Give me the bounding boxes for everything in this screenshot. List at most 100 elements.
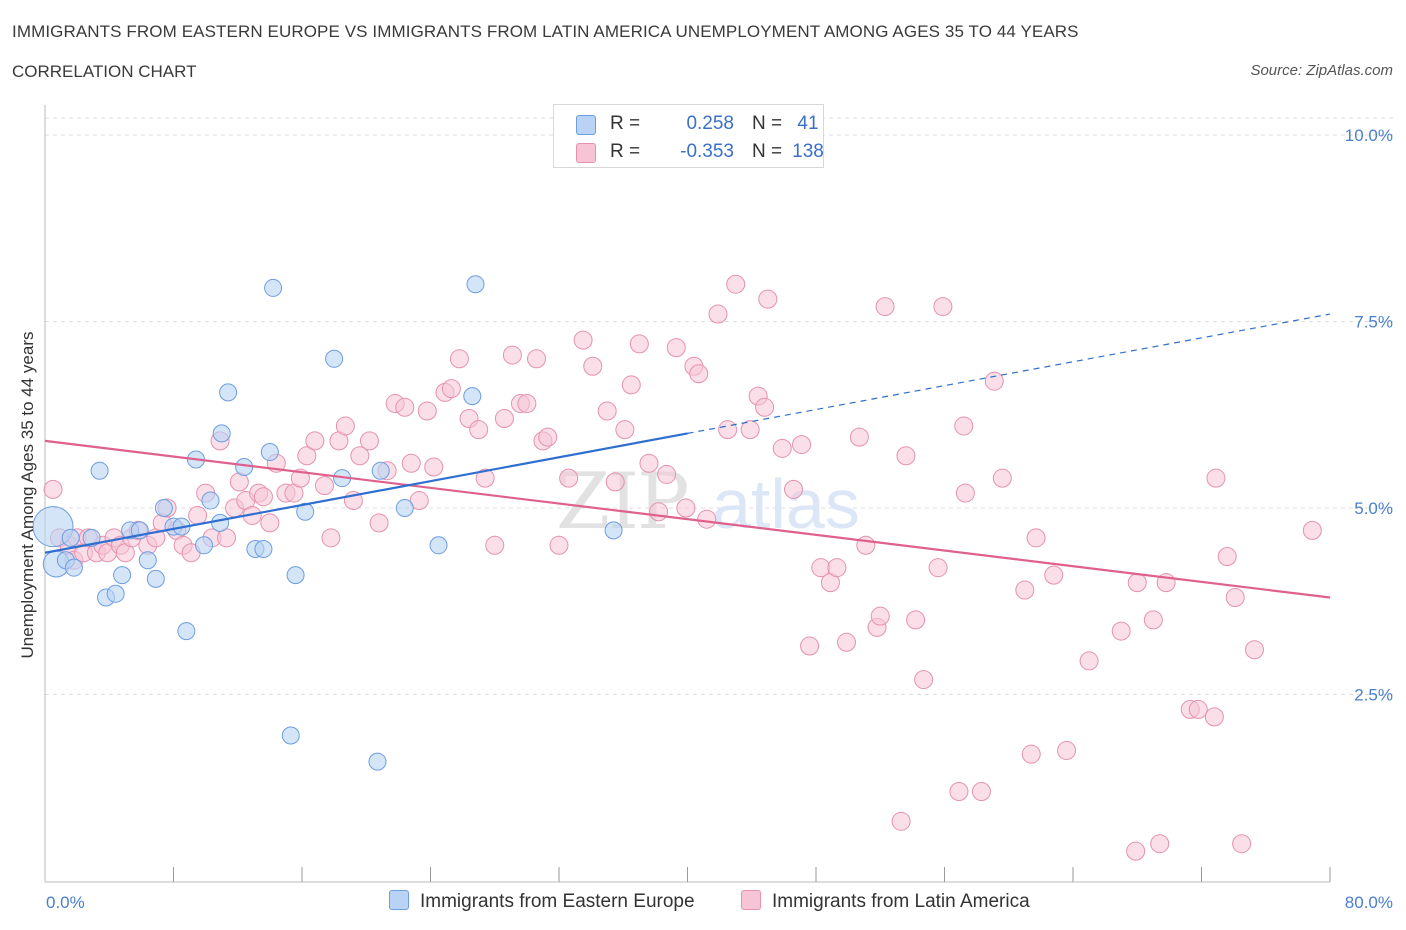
- latin-america-point: [1044, 565, 1064, 585]
- latin-america-point: [1245, 640, 1265, 660]
- latin-america-point: [708, 304, 728, 324]
- latin-america-point: [657, 464, 677, 484]
- latin-america-point: [954, 416, 974, 436]
- latin-america-point: [1204, 707, 1224, 727]
- latin-america-point: [984, 371, 1004, 391]
- eastern-europe-point: [106, 584, 125, 603]
- n-label: N =: [752, 141, 783, 162]
- latin-america-point: [726, 274, 746, 294]
- eastern-europe-point: [90, 461, 109, 480]
- watermark-atlas: atlas: [712, 465, 860, 543]
- latin-america-point: [933, 297, 953, 317]
- latin-america-point: [1225, 588, 1245, 608]
- latin-america-point: [1143, 610, 1163, 630]
- latin-america-point: [583, 356, 603, 376]
- eastern-europe-point: [212, 424, 231, 443]
- y-axis-title: Unemployment Among Ages 35 to 44 years: [18, 332, 37, 659]
- latin-america-point: [891, 811, 911, 831]
- r-value: -0.353: [680, 141, 734, 162]
- latin-america-point: [1111, 621, 1131, 641]
- latin-america-point: [314, 476, 334, 496]
- eastern-europe-point: [286, 566, 305, 585]
- y-tick-label: 7.5%: [1354, 313, 1393, 332]
- legend-item-eastern-europe: Immigrants from Eastern Europe: [389, 890, 695, 913]
- latin-america-point: [689, 364, 709, 384]
- eastern-europe-point: [466, 275, 485, 294]
- correlation-legend: R = 0.258 N = 41 R = -0.353 N = 138: [553, 104, 824, 168]
- latin-america-point: [494, 408, 514, 428]
- watermark: ZIP atlas: [556, 457, 860, 547]
- latin-america-point: [629, 334, 649, 354]
- eastern-europe-point: [325, 349, 344, 368]
- latin-america-point: [914, 670, 934, 690]
- latin-america-point: [290, 468, 310, 488]
- latin-america-point: [297, 446, 317, 466]
- eastern-europe-point: [368, 752, 387, 771]
- latin-america-point: [718, 420, 738, 440]
- latin-america-point: [697, 509, 717, 529]
- latin-america-point: [758, 289, 778, 309]
- latin-america-point: [401, 453, 421, 473]
- eastern-europe-point: [201, 491, 220, 510]
- eastern-europe-point: [254, 540, 273, 559]
- latin-america-point: [449, 349, 469, 369]
- n-value: 138: [792, 141, 824, 162]
- latin-america-point: [875, 297, 895, 317]
- latin-america-point: [441, 379, 461, 399]
- latin-america-point: [321, 528, 341, 548]
- latin-america-point: [549, 535, 569, 555]
- latin-america-points: [43, 274, 1322, 861]
- eastern-europe-point: [371, 461, 390, 480]
- source-label: Source: ZipAtlas.com: [1250, 62, 1393, 79]
- latin-america-point: [784, 479, 804, 499]
- latin-america-point: [1302, 520, 1322, 540]
- pink-swatch: [576, 143, 596, 163]
- latin-america-point: [253, 487, 273, 507]
- legend-label: Immigrants from Latin America: [772, 891, 1030, 912]
- latin-america-point: [676, 498, 696, 518]
- eastern-europe-point: [64, 558, 83, 577]
- latin-america-point: [827, 558, 847, 578]
- latin-america-point: [792, 435, 812, 455]
- latin-america-point: [955, 483, 975, 503]
- y-tick-label: 2.5%: [1354, 686, 1393, 705]
- latin-america-point: [260, 513, 280, 533]
- latin-america-point: [896, 446, 916, 466]
- blue-swatch: [389, 890, 409, 910]
- latin-america-point: [424, 457, 444, 477]
- eastern-europe-point: [138, 551, 157, 570]
- axes: [44, 105, 1331, 883]
- eastern-europe-point: [463, 387, 482, 406]
- latin-america-point: [417, 401, 437, 421]
- latin-america-point: [755, 397, 775, 417]
- latin-america-point: [740, 420, 760, 440]
- latin-america-point: [527, 349, 547, 369]
- latin-america-point: [992, 468, 1012, 488]
- latin-america-point: [1126, 841, 1146, 861]
- latin-america-point: [800, 636, 820, 656]
- eastern-europe-point: [264, 278, 283, 297]
- latin-america-trend-line: [44, 439, 1331, 599]
- eastern-europe-trend-line: [44, 432, 688, 554]
- y-tick-label: 10.0%: [1345, 126, 1393, 145]
- latin-america-point: [475, 468, 495, 488]
- latin-america-point: [502, 345, 522, 365]
- eastern-europe-point: [61, 528, 80, 547]
- grid-lines: [45, 117, 1395, 695]
- latin-america-point: [188, 505, 208, 525]
- latin-america-point: [1232, 834, 1252, 854]
- r-value: 0.258: [686, 113, 734, 134]
- pink-swatch: [741, 890, 761, 910]
- r-label: R =: [610, 141, 641, 162]
- latin-america-point: [639, 453, 659, 473]
- latin-america-point: [1188, 699, 1208, 719]
- latin-america-point: [469, 420, 489, 440]
- eastern-europe-point: [195, 536, 214, 555]
- latin-america-point: [621, 375, 641, 395]
- n-label: N =: [752, 113, 783, 134]
- eastern-europe-points: [32, 275, 623, 771]
- latin-america-point: [335, 416, 355, 436]
- r-label: R =: [610, 113, 641, 134]
- latin-america-point: [43, 479, 63, 499]
- eastern-europe-point: [154, 499, 173, 517]
